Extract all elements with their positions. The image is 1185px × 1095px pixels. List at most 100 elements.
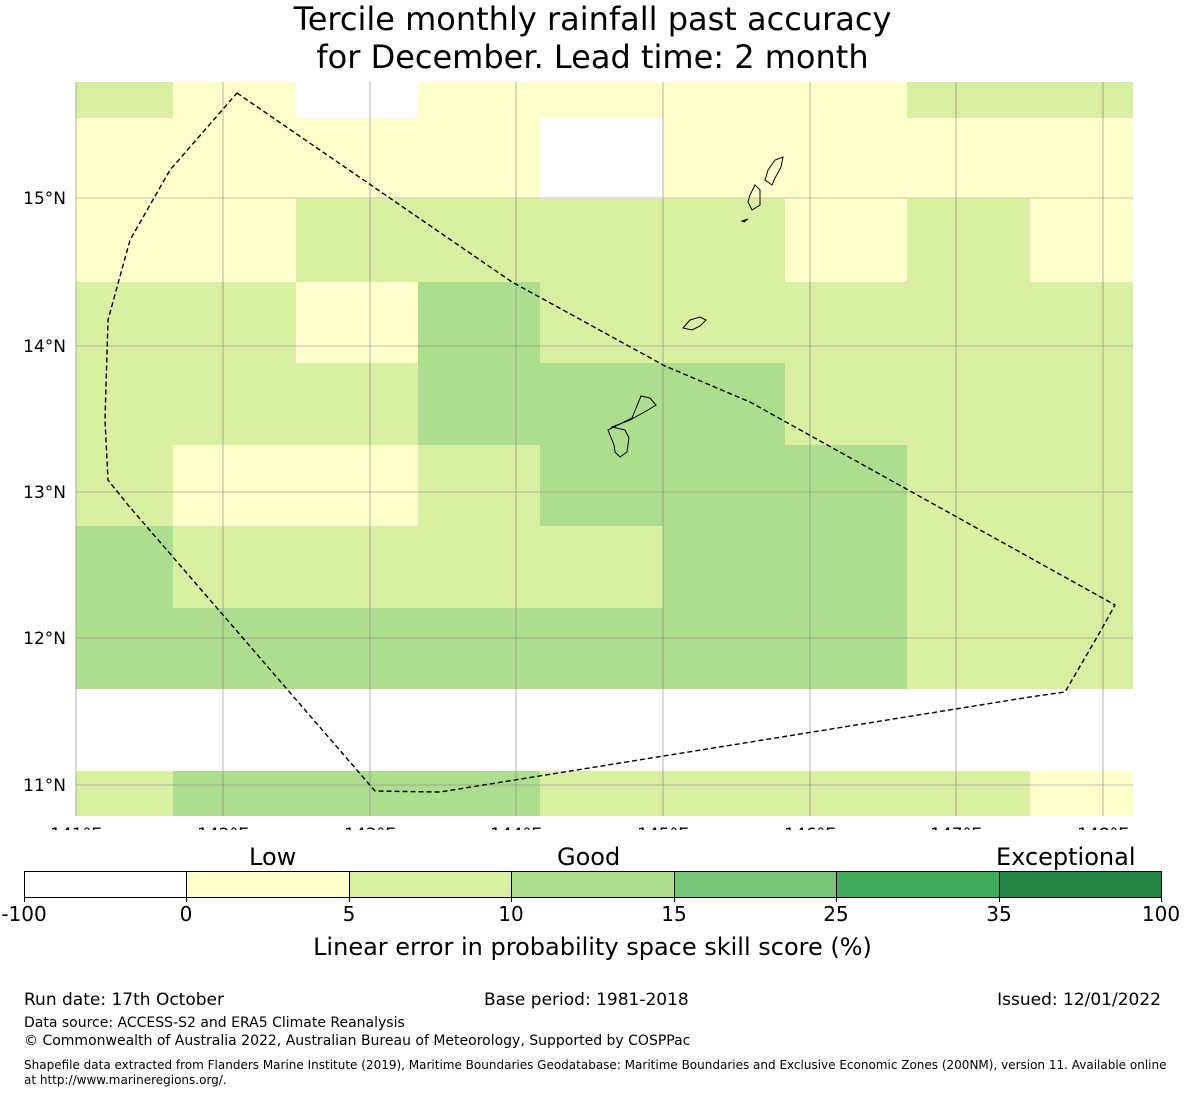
- grid-cell: [418, 199, 540, 282]
- grid-cell: [663, 282, 785, 363]
- grid-cell: [663, 608, 785, 689]
- grid-cell: [418, 608, 540, 689]
- grid-cell: [418, 445, 540, 526]
- colorbar-segment: [24, 871, 187, 898]
- latitude-label: 13°N: [23, 483, 66, 503]
- grid-cell: [907, 771, 1030, 816]
- grid-cell: [663, 771, 785, 816]
- longitude-label: 147°E: [930, 825, 982, 830]
- grid-cell: [76, 608, 173, 689]
- island-guam: [607, 395, 657, 458]
- colorbar-category-low: Low: [249, 843, 297, 871]
- grid-cell: [785, 526, 907, 608]
- grid-cell: [173, 445, 296, 526]
- island-rota: [682, 316, 707, 331]
- eez-boundary: [104, 92, 1116, 793]
- longitude-label: 141°E: [50, 825, 102, 830]
- colorbar-tick-label: 35: [986, 902, 1012, 926]
- colorbar-tick-label: 15: [661, 902, 687, 926]
- grid-cell: [663, 118, 785, 199]
- colorbar-tick-label: 10: [498, 902, 524, 926]
- grid-cell: [1030, 771, 1133, 816]
- colorbar-tick-mark: [186, 898, 187, 902]
- chart-title-line1: Tercile monthly rainfall past accuracy: [293, 0, 892, 38]
- colorbar-label: Linear error in probability space skill …: [313, 933, 872, 961]
- grid-cell: [173, 771, 296, 816]
- grid-cell: [296, 608, 418, 689]
- grid-cell: [907, 82, 1030, 118]
- grid-cell: [1030, 282, 1133, 363]
- island-aguijan: [740, 218, 749, 223]
- colorbar-tick-mark: [836, 898, 837, 902]
- grid-cell: [76, 82, 173, 118]
- issued-date: Issued: 12/01/2022: [997, 990, 1161, 1010]
- colorbar-tick-label: 100: [1141, 902, 1181, 926]
- grid-cell: [76, 282, 173, 363]
- colorbar-segment: [999, 871, 1162, 898]
- longitude-labels: 141°E 142°E 143°E 144°E 145°E 146°E 147°E 148°E: [50, 825, 1129, 830]
- data-source: Data source: ACCESS-S2 and ERA5 Climate …: [24, 1015, 405, 1031]
- graticule: [75, 82, 1133, 816]
- grid-cell: [1030, 82, 1133, 118]
- grid-cell: [1030, 363, 1133, 445]
- grid-cell: [296, 118, 418, 199]
- grid-cell: [540, 363, 663, 445]
- colorbar-tick-mark: [1161, 898, 1162, 902]
- latitude-label: 15°N: [23, 189, 66, 209]
- grid-cell: [418, 282, 540, 363]
- grid-cell: [785, 771, 907, 816]
- grid-cell: [173, 82, 296, 118]
- grid-cell: [1030, 199, 1133, 282]
- grid-cell: [540, 118, 663, 199]
- grid-cell: [1030, 608, 1133, 689]
- run-date: Run date: 17th October: [24, 990, 224, 1010]
- colorbar-category-exceptional: Exceptional: [996, 843, 1136, 871]
- grid-cell: [907, 526, 1030, 608]
- grid-cell: [296, 282, 418, 363]
- latitude-label: 11°N: [23, 776, 66, 796]
- colorbar-segment: [836, 871, 1000, 898]
- grid-cell: [173, 199, 296, 282]
- island-saipan: [764, 156, 784, 186]
- grid-cell: [418, 771, 540, 816]
- grid-cell: [663, 445, 785, 526]
- grid-cell: [76, 526, 173, 608]
- grid-cell: [76, 118, 173, 199]
- grid-cell: [540, 526, 663, 608]
- colorbar-tick-mark: [511, 898, 512, 902]
- colorbar-tick-label: 25: [823, 902, 849, 926]
- longitude-label: 144°E: [490, 825, 542, 830]
- grid-cell: [907, 118, 1030, 199]
- grid-cell: [785, 445, 907, 526]
- longitude-label: 145°E: [637, 825, 689, 830]
- grid-cell: [540, 199, 663, 282]
- grid-cell: [540, 282, 663, 363]
- colorbar-tick-mark: [674, 898, 675, 902]
- island-tinian: [747, 184, 761, 211]
- grid-cell: [296, 445, 418, 526]
- colorbar-tick-label: -100: [1, 902, 47, 926]
- grid-cell: [173, 526, 296, 608]
- grid-cell: [907, 608, 1030, 689]
- colorbar-segment: [186, 871, 350, 898]
- grid-cell: [785, 199, 907, 282]
- longitude-label: 148°E: [1077, 825, 1129, 830]
- latitude-label: 12°N: [23, 629, 66, 649]
- latitude-labels: 15°N 14°N 13°N 12°N 11°N: [23, 189, 66, 796]
- colorbar-tick-label: 5: [342, 902, 356, 926]
- grid-cell: [663, 526, 785, 608]
- grid-cell: [663, 363, 785, 445]
- grid-cell: [785, 118, 907, 199]
- grid-cell: [296, 199, 418, 282]
- map-panel: 141°E 142°E 143°E 144°E 145°E 146°E 147°E 148°E…: [23, 82, 1133, 830]
- grid-cell: [76, 363, 173, 445]
- colorbar-segment: [349, 871, 512, 898]
- grid-cell: [663, 82, 785, 118]
- grid-cell: [907, 199, 1030, 282]
- grid-cell: [418, 118, 540, 199]
- grid-cell: [907, 363, 1030, 445]
- colorbar-segment: [511, 871, 675, 898]
- shapefile-credit-line1: Shapefile data extracted from Flanders M…: [24, 1058, 1167, 1072]
- colorbar-tick-label: 0: [179, 902, 193, 926]
- colorbar-segment: [674, 871, 837, 898]
